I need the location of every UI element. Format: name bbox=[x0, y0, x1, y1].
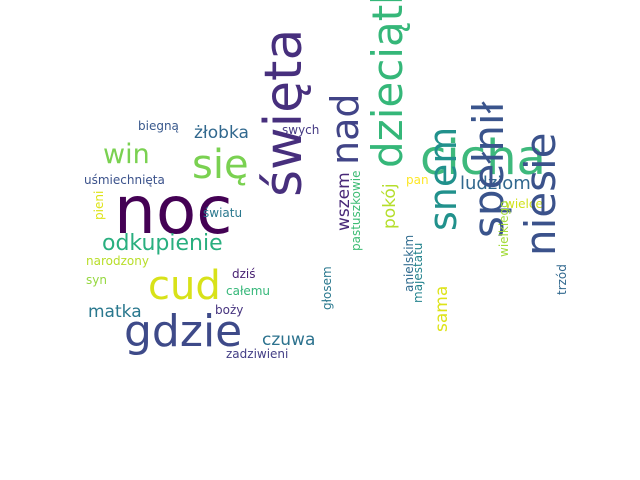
word-sie: się bbox=[192, 142, 249, 188]
word-cud: cud bbox=[148, 263, 221, 309]
word-ludziom: ludziom bbox=[460, 173, 531, 194]
word-snem: snem bbox=[421, 126, 465, 231]
word-win: win bbox=[103, 139, 150, 170]
word-dzieciatka: dzieciątka bbox=[363, 0, 412, 168]
word-zlobka: żłobka bbox=[194, 123, 249, 143]
word-dzis: dziś bbox=[232, 267, 256, 281]
word-cicha: cicha bbox=[420, 130, 546, 186]
word-wielkiego: wielkiego bbox=[497, 200, 511, 258]
word-pastuszkowie: pastuszkowie bbox=[349, 170, 363, 251]
word-nad: nad bbox=[323, 93, 367, 166]
word-matka: matka bbox=[88, 302, 142, 322]
word-pieni: pieni bbox=[92, 190, 106, 220]
word-noc: noc bbox=[114, 172, 233, 249]
word-syn: syn bbox=[86, 273, 107, 287]
word-sama: sama bbox=[432, 285, 452, 332]
word-majestatu: majestatu bbox=[411, 242, 425, 303]
word-glosem: głosem bbox=[320, 266, 334, 310]
word-pokoj: pokój bbox=[380, 183, 400, 229]
word-bozy: boży bbox=[215, 303, 244, 317]
word-niesie: niesie bbox=[516, 132, 565, 256]
word-pan: pan bbox=[406, 173, 429, 187]
word-gdzie: gdzie bbox=[124, 306, 243, 357]
word-swych: swych bbox=[282, 123, 320, 137]
word-swiatu: światu bbox=[203, 206, 243, 220]
word-swieta: święta bbox=[254, 28, 314, 197]
word-trzod: trzód bbox=[555, 264, 569, 295]
word-wielce: wielce bbox=[505, 197, 543, 211]
word-zadziwieni: zadziwieni bbox=[226, 347, 289, 361]
word-odkupienie: odkupienie bbox=[102, 231, 223, 256]
word-narodzony: narodzony bbox=[86, 254, 149, 268]
word-czuwa: czuwa bbox=[262, 330, 316, 350]
word-calemu: całemu bbox=[226, 284, 271, 298]
word-usmiechnieta: uśmiechnięta bbox=[84, 173, 165, 187]
word-biegna: biegną bbox=[138, 119, 179, 133]
